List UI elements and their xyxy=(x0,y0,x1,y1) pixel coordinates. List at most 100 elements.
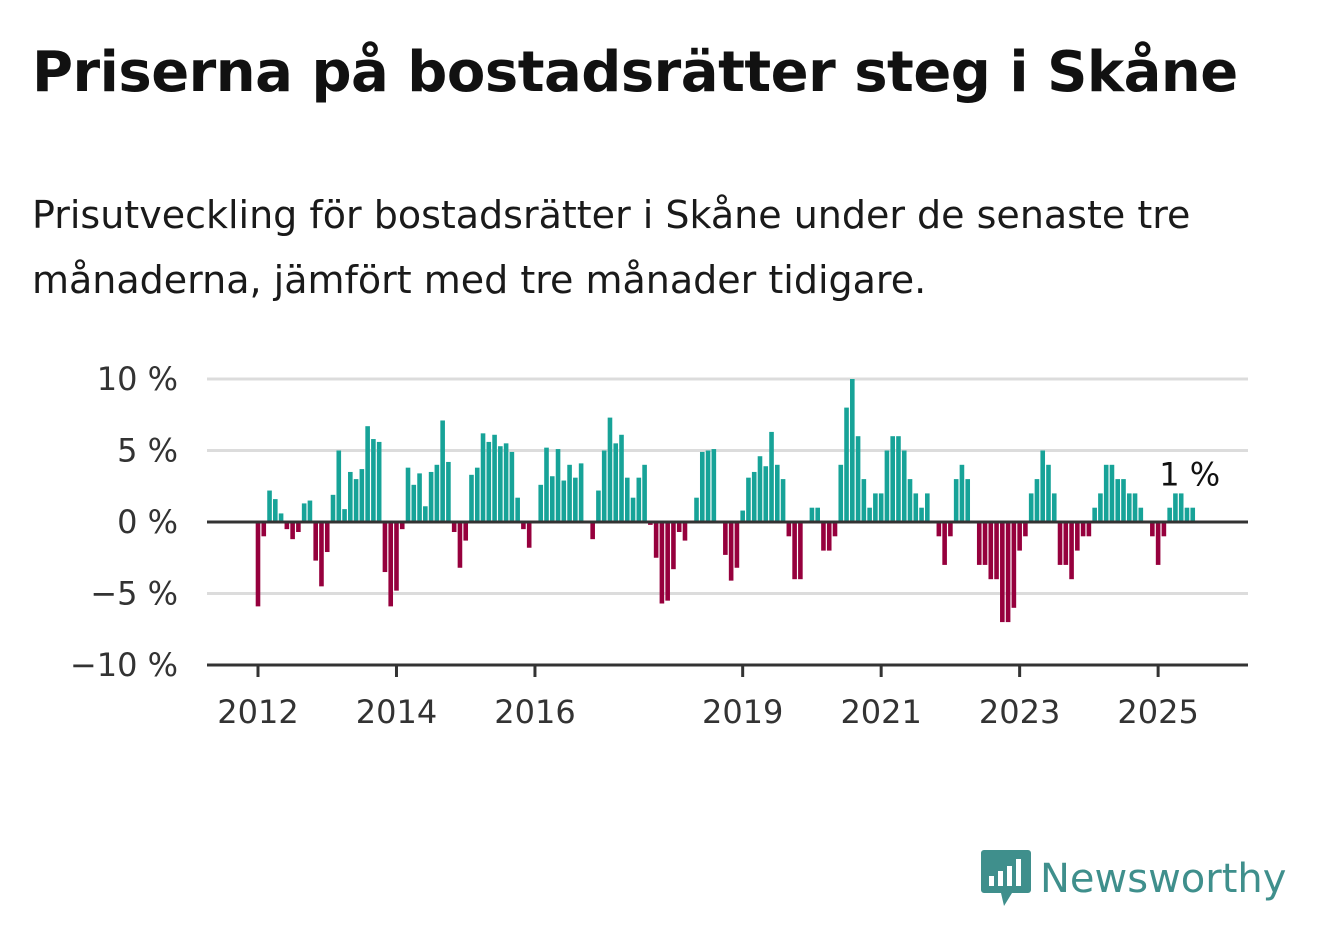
bar xyxy=(676,522,682,533)
bar xyxy=(844,407,849,522)
bar xyxy=(319,522,324,587)
bar xyxy=(630,497,636,522)
bar xyxy=(601,450,607,522)
bar xyxy=(567,464,572,522)
bar xyxy=(619,434,624,522)
bar xyxy=(671,522,676,570)
bar xyxy=(607,417,613,522)
bar xyxy=(324,522,330,553)
bar xyxy=(469,474,474,522)
bar xyxy=(515,497,520,522)
bar xyxy=(1011,522,1017,608)
last-value-label: 1 % xyxy=(1159,455,1220,493)
chart-bubble-icon xyxy=(981,850,1031,906)
bar xyxy=(1000,522,1005,623)
bar xyxy=(809,507,815,522)
bar xyxy=(711,449,717,522)
bar xyxy=(1057,522,1063,565)
bar xyxy=(867,507,872,522)
bar xyxy=(371,439,376,522)
bar xyxy=(1184,507,1190,522)
bar xyxy=(896,436,901,522)
bar xyxy=(786,522,792,537)
bar xyxy=(1040,450,1046,522)
bar xyxy=(682,522,688,541)
bar xyxy=(994,522,999,580)
bar xyxy=(953,479,959,522)
bar xyxy=(653,522,659,558)
bar xyxy=(659,522,665,604)
bar xyxy=(555,449,561,522)
bars xyxy=(255,379,1196,623)
bar xyxy=(498,446,503,522)
bar xyxy=(1121,479,1126,522)
bar xyxy=(492,434,497,522)
bar xyxy=(1115,479,1121,522)
y-tick-label: −5 % xyxy=(90,575,178,613)
x-tick-label: 2016 xyxy=(494,693,575,731)
bar xyxy=(815,507,820,522)
bar xyxy=(365,426,370,522)
bar xyxy=(1161,522,1167,537)
bar xyxy=(342,509,347,522)
bar xyxy=(284,522,290,530)
x-tick-label: 2023 xyxy=(979,693,1060,731)
bar-chart: 10 % 5 % 0 % −5 % −10 % 2012 2014 2016 2019 2021… xyxy=(70,360,1248,731)
bar xyxy=(474,467,480,522)
bar xyxy=(411,484,417,522)
bar xyxy=(1098,493,1103,522)
bar xyxy=(757,456,763,522)
bar xyxy=(826,522,832,551)
bar xyxy=(526,522,532,548)
bar xyxy=(434,464,440,522)
bar xyxy=(486,441,492,522)
bar xyxy=(578,463,584,522)
bar xyxy=(549,476,555,522)
bar xyxy=(301,503,307,522)
bar xyxy=(503,443,509,522)
bar xyxy=(1063,522,1069,565)
bar xyxy=(359,469,365,522)
bar xyxy=(446,461,451,522)
bar xyxy=(273,499,278,522)
bar xyxy=(1051,493,1057,522)
bar xyxy=(1034,479,1040,522)
bar xyxy=(890,436,895,522)
bar xyxy=(388,522,394,607)
bar xyxy=(353,479,359,522)
bar xyxy=(509,451,515,522)
x-tick-label: 2025 xyxy=(1117,693,1198,731)
bar xyxy=(278,513,284,522)
bar xyxy=(798,522,803,580)
bar xyxy=(832,522,838,537)
bar xyxy=(838,464,844,522)
bar xyxy=(792,522,797,580)
bar xyxy=(948,522,953,537)
bar xyxy=(942,522,947,565)
bar xyxy=(561,480,567,522)
bar xyxy=(544,447,549,522)
bar xyxy=(590,522,595,540)
chart-subtitle: Prisutveckling för bostadsrätter i Skåne… xyxy=(32,193,1191,302)
bar xyxy=(267,490,272,522)
bar xyxy=(901,450,907,522)
bar xyxy=(405,467,411,522)
bar xyxy=(428,471,434,522)
bar xyxy=(821,522,826,551)
bar xyxy=(763,466,769,522)
bar xyxy=(982,522,988,565)
bar xyxy=(1092,507,1097,522)
bar xyxy=(884,450,890,522)
bar xyxy=(1075,522,1080,551)
bar xyxy=(665,522,670,601)
bar xyxy=(296,522,301,533)
bar xyxy=(417,473,422,522)
bar xyxy=(261,522,267,537)
bar xyxy=(925,493,930,522)
bar xyxy=(573,477,578,522)
bar xyxy=(313,522,318,561)
bar xyxy=(861,479,867,522)
y-tick-label: −10 % xyxy=(70,646,178,684)
bar xyxy=(1103,464,1109,522)
bar xyxy=(873,493,878,522)
